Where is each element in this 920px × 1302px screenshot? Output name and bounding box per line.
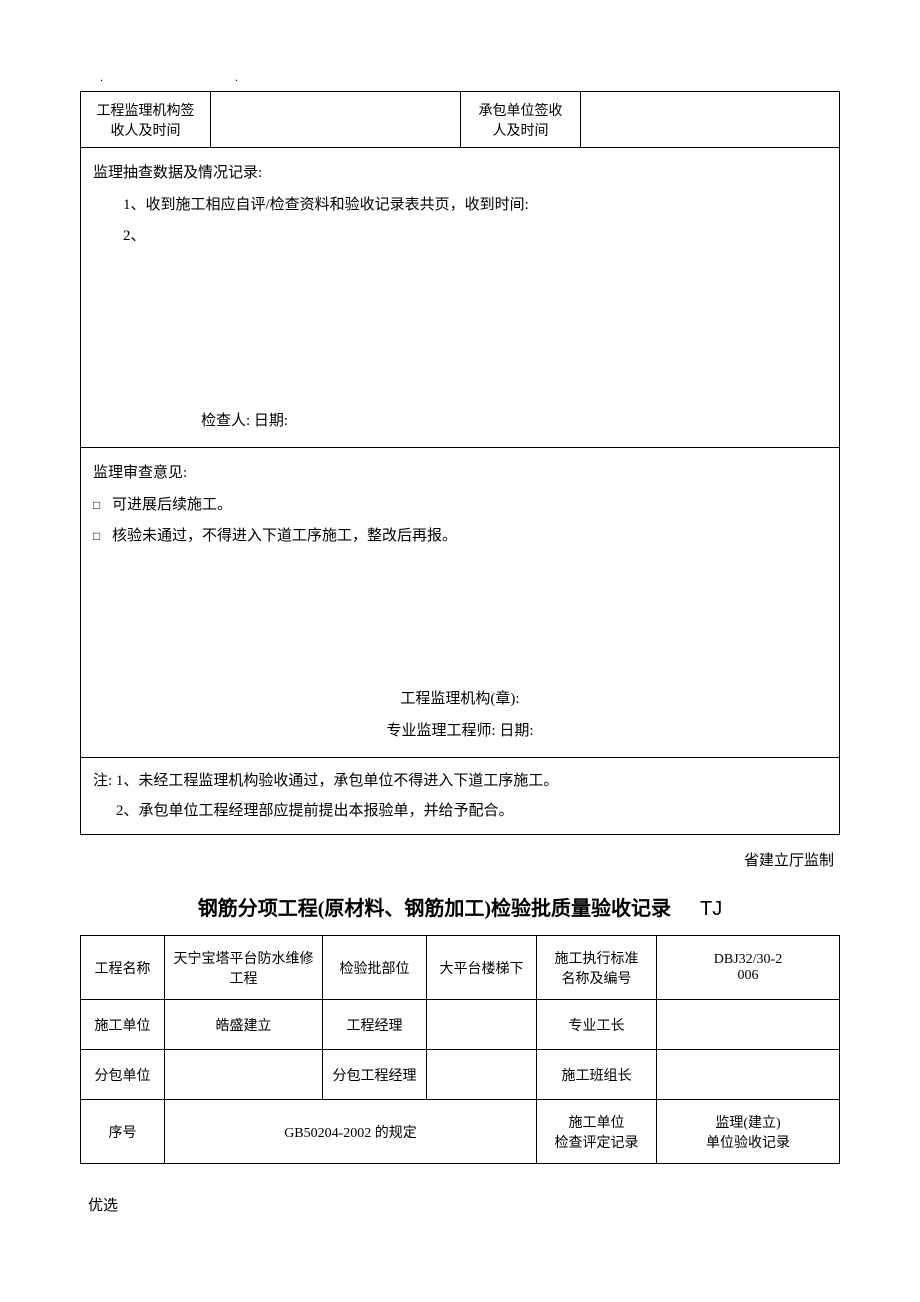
note-2-text: 承包单位工程经理部应提前提出本报验单，并给予配合。 xyxy=(138,803,513,819)
opinion-block: 监理审查意见: □ 可进展后续施工。 □ 核验未通过，不得进入下道工序施工，整改… xyxy=(80,448,840,758)
cell-manager-label: 工程经理 xyxy=(323,1000,427,1050)
lbl-l2: 单位验收记录 xyxy=(665,1132,831,1152)
table-row: 分包单位 分包工程经理 施工班组长 xyxy=(81,1050,840,1100)
note-2-prefix: 2、 xyxy=(116,803,139,819)
label-line1: 工程监理机构签 xyxy=(89,100,202,120)
record-line1: 1、收到施工相应自评/检查资料和验收记录表共页，收到时间: xyxy=(93,190,827,222)
footer-note: 优选 xyxy=(80,1164,840,1215)
section-title: 钢筋分项工程(原材料、钢筋加工)检验批质量验收记录 TJ xyxy=(80,870,840,935)
cell-sub-manager-value xyxy=(427,1050,537,1100)
dot2: . xyxy=(235,70,240,84)
lbl-l1: 监理(建立) xyxy=(665,1112,831,1132)
val-l1: DBJ32/30-2 xyxy=(665,952,831,968)
cell-subcontractor-label: 分包单位 xyxy=(81,1050,165,1100)
signoff-table: 工程监理机构签 收人及时间 承包单位签收 人及时间 xyxy=(80,91,840,148)
stamp-lines: 工程监理机构(章): 专业监理工程师: 日期: xyxy=(81,684,839,747)
lbl-l2: 检查评定记录 xyxy=(545,1132,648,1152)
cell-sub-manager-label: 分包工程经理 xyxy=(323,1050,427,1100)
inspection-info-table: 工程名称 天宁宝塔平台防水维修 工程 检验批部位 大平台楼梯下 施工执行标准 名… xyxy=(80,935,840,1164)
authority-note: 省建立厅监制 xyxy=(80,835,840,870)
cell-teamleader-value xyxy=(657,1050,840,1100)
cell-foreman-value xyxy=(657,1000,840,1050)
cell-teamleader-label: 施工班组长 xyxy=(537,1050,657,1100)
note-2: 注: 2、承包单位工程经理部应提前提出本报验单，并给予配合。 xyxy=(93,796,827,826)
stamp-text: 工程监理机构(章): xyxy=(81,684,839,716)
cell-eval-record-label: 施工单位 检查评定记录 xyxy=(537,1100,657,1164)
contractor-sign-value xyxy=(581,92,840,148)
checkbox-icon[interactable]: □ xyxy=(93,529,100,543)
record-heading: 监理抽查数据及情况记录: xyxy=(93,158,827,190)
label-line1: 承包单位签收 xyxy=(469,100,572,120)
table-row: 序号 GB50204-2002 的规定 施工单位 检查评定记录 监理(建立) 单… xyxy=(81,1100,840,1164)
note-1: 注: 1、未经工程监理机构验收通过，承包单位不得进入下道工序施工。 xyxy=(93,766,827,796)
engineer-date: 专业监理工程师: 日期: xyxy=(81,716,839,748)
cell-project-name-label: 工程名称 xyxy=(81,936,165,1000)
cell-acceptance-record-label: 监理(建立) 单位验收记录 xyxy=(657,1100,840,1164)
lbl-l2: 名称及编号 xyxy=(545,968,648,988)
label-line2: 人及时间 xyxy=(469,120,572,140)
title-main: 钢筋分项工程(原材料、钢筋加工)检验批质量验收记录 xyxy=(198,898,671,920)
cell-standard-value: DBJ32/30-2 006 xyxy=(657,936,840,1000)
note-block: 注: 1、未经工程监理机构验收通过，承包单位不得进入下道工序施工。 注: 2、承… xyxy=(80,758,840,835)
record-line2: 2、 xyxy=(93,221,827,253)
header-dots: . . xyxy=(80,70,840,91)
val-l2: 006 xyxy=(665,968,831,984)
supervisor-sign-value xyxy=(211,92,461,148)
table-row: 工程监理机构签 收人及时间 承包单位签收 人及时间 xyxy=(81,92,840,148)
val-l1: 天宁宝塔平台防水维修 xyxy=(173,948,314,968)
cell-standard-label: 施工执行标准 名称及编号 xyxy=(537,936,657,1000)
cell-batch-part-label: 检验批部位 xyxy=(323,936,427,1000)
cell-seq-label: 序号 xyxy=(81,1100,165,1164)
cell-foreman-label: 专业工长 xyxy=(537,1000,657,1050)
cell-spec-label: GB50204-2002 的规定 xyxy=(165,1100,537,1164)
cell-construction-unit-value: 皓盛建立 xyxy=(165,1000,323,1050)
opinion-option-2: □ 核验未通过，不得进入下道工序施工，整改后再报。 xyxy=(93,521,827,553)
cell-construction-unit-label: 施工单位 xyxy=(81,1000,165,1050)
dot1: . xyxy=(100,70,105,84)
cell-project-name-value: 天宁宝塔平台防水维修 工程 xyxy=(165,936,323,1000)
title-code: TJ xyxy=(700,898,722,921)
cell-subcontractor-value xyxy=(165,1050,323,1100)
cell-manager-value xyxy=(427,1000,537,1050)
table-row: 工程名称 天宁宝塔平台防水维修 工程 检验批部位 大平台楼梯下 施工执行标准 名… xyxy=(81,936,840,1000)
lbl-l1: 施工单位 xyxy=(545,1112,648,1132)
val-l2: 工程 xyxy=(173,968,314,988)
cell-batch-part-value: 大平台楼梯下 xyxy=(427,936,537,1000)
lbl-l1: 施工执行标准 xyxy=(545,948,648,968)
contractor-sign-label: 承包单位签收 人及时间 xyxy=(461,92,581,148)
opinion-text-1: 可进展后续施工。 xyxy=(112,497,232,513)
checkbox-icon[interactable]: □ xyxy=(93,498,100,512)
inspection-record-block: 监理抽查数据及情况记录: 1、收到施工相应自评/检查资料和验收记录表共页，收到时… xyxy=(80,148,840,448)
opinion-option-1: □ 可进展后续施工。 xyxy=(93,490,827,522)
supervisor-sign-label: 工程监理机构签 收人及时间 xyxy=(81,92,211,148)
table-row: 施工单位 皓盛建立 工程经理 专业工长 xyxy=(81,1000,840,1050)
inspector-date: 检查人: 日期: xyxy=(201,406,288,438)
opinion-text-2: 核验未通过，不得进入下道工序施工，整改后再报。 xyxy=(112,528,457,544)
opinion-heading: 监理审查意见: xyxy=(93,458,827,490)
label-line2: 收人及时间 xyxy=(89,120,202,140)
